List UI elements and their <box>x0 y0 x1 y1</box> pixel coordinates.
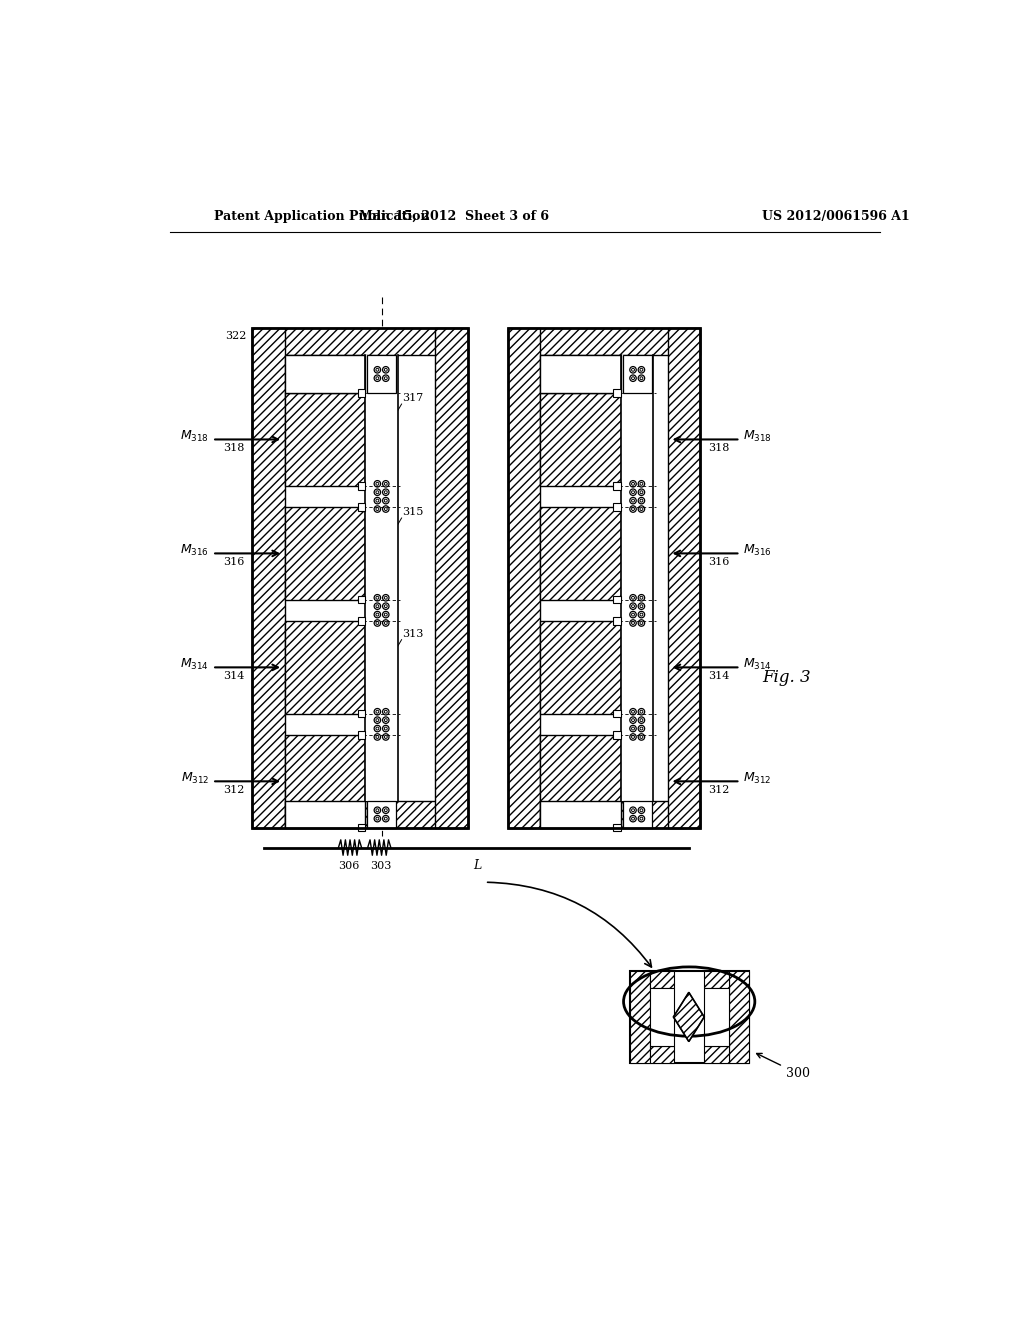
Text: 313: 313 <box>402 628 424 639</box>
Text: 315: 315 <box>402 507 424 517</box>
Text: Patent Application Publication: Patent Application Publication <box>214 210 429 223</box>
Bar <box>508 327 700 355</box>
Bar <box>541 622 621 714</box>
Bar <box>613 595 621 603</box>
Bar <box>630 970 749 1063</box>
Text: $M_{312}$: $M_{312}$ <box>180 771 209 785</box>
Bar <box>252 327 285 829</box>
Text: $M_{316}$: $M_{316}$ <box>743 543 772 558</box>
Bar <box>357 503 366 511</box>
Text: $M_{314}$: $M_{314}$ <box>180 657 209 672</box>
Bar <box>435 327 468 829</box>
Bar <box>705 1047 729 1063</box>
Bar <box>623 355 652 393</box>
Text: 312: 312 <box>223 785 245 795</box>
Text: 316: 316 <box>223 557 245 568</box>
Text: 316: 316 <box>709 557 729 568</box>
Bar <box>623 801 652 828</box>
Bar <box>285 735 366 828</box>
Bar <box>613 710 621 718</box>
Bar <box>613 824 621 832</box>
Bar <box>357 824 366 832</box>
Text: 319: 319 <box>294 362 315 372</box>
Bar <box>541 355 621 393</box>
Text: US 2012/0061596 A1: US 2012/0061596 A1 <box>762 210 909 223</box>
Bar <box>357 482 366 490</box>
Bar <box>668 327 700 829</box>
Bar <box>285 393 366 486</box>
Bar <box>541 393 621 486</box>
Bar <box>508 801 700 829</box>
Bar <box>613 482 621 490</box>
Bar <box>285 801 366 828</box>
FancyArrowPatch shape <box>487 882 651 968</box>
Text: 311: 311 <box>294 803 315 813</box>
Bar <box>367 801 396 828</box>
Bar <box>357 618 366 626</box>
Text: $M_{318}$: $M_{318}$ <box>180 429 209 444</box>
Bar <box>252 801 468 829</box>
Bar <box>649 1047 674 1063</box>
Bar <box>357 710 366 718</box>
Bar <box>613 503 621 511</box>
Bar <box>357 389 366 397</box>
Text: $M_{316}$: $M_{316}$ <box>180 543 209 558</box>
Text: Fig. 3: Fig. 3 <box>762 669 811 686</box>
Bar <box>649 987 674 1047</box>
Text: $M_{312}$: $M_{312}$ <box>743 771 772 785</box>
Bar <box>613 389 621 397</box>
Text: 312: 312 <box>709 785 729 795</box>
Text: 306: 306 <box>338 861 359 871</box>
Bar <box>367 355 396 393</box>
Text: Mar. 15, 2012  Sheet 3 of 6: Mar. 15, 2012 Sheet 3 of 6 <box>359 210 549 223</box>
Bar <box>705 970 729 987</box>
Bar <box>508 327 700 829</box>
Text: 318: 318 <box>709 444 729 453</box>
Text: L: L <box>473 859 481 873</box>
Bar <box>541 735 621 828</box>
Bar <box>357 595 366 603</box>
Bar <box>649 970 674 987</box>
Text: 318: 318 <box>223 444 245 453</box>
Bar <box>285 622 366 714</box>
Bar <box>729 970 749 1063</box>
Bar <box>285 355 366 393</box>
Text: 303: 303 <box>370 861 391 871</box>
Polygon shape <box>674 993 705 1041</box>
Bar <box>630 970 649 1063</box>
Bar <box>541 801 621 828</box>
Bar <box>366 355 397 801</box>
Text: $M_{314}$: $M_{314}$ <box>743 657 772 672</box>
Bar <box>613 618 621 626</box>
Bar <box>285 507 366 599</box>
Text: $M_{318}$: $M_{318}$ <box>743 429 772 444</box>
Bar <box>357 731 366 739</box>
Text: 314: 314 <box>709 671 729 681</box>
Bar <box>252 327 468 829</box>
Bar <box>705 987 729 1047</box>
Text: 300: 300 <box>757 1053 810 1080</box>
Text: 314: 314 <box>223 671 245 681</box>
Bar <box>621 355 653 801</box>
Bar <box>252 327 468 355</box>
Text: 317: 317 <box>402 393 424 403</box>
Bar <box>613 731 621 739</box>
Bar <box>508 327 541 829</box>
Bar <box>541 507 621 599</box>
Text: 322: 322 <box>224 331 246 342</box>
